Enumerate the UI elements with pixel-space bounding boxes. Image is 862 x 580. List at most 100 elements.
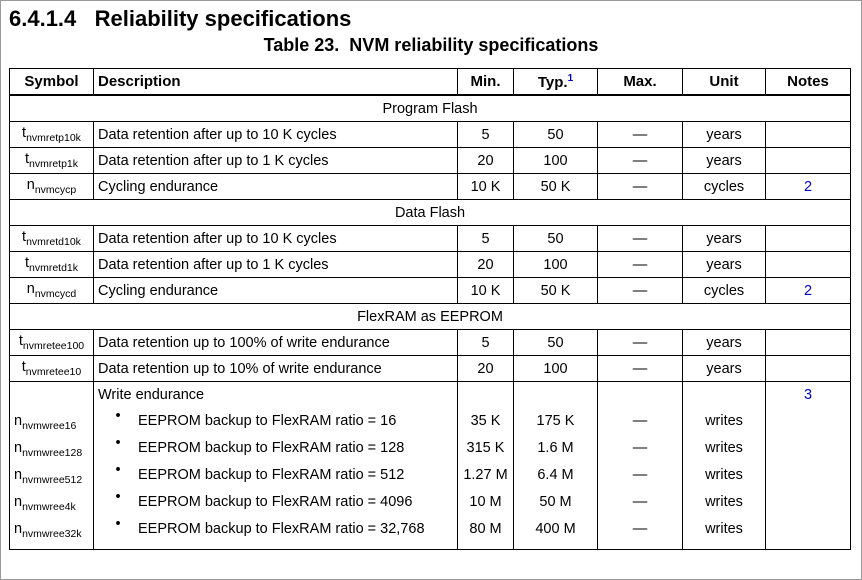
- symbol-sub: nvmcycd: [34, 288, 77, 300]
- cell: writes writes writes writes writes: [682, 381, 766, 550]
- item-text: EEPROM backup to FlexRAM ratio = 16: [138, 413, 397, 429]
- column-header: Typ.1: [513, 68, 598, 96]
- data-row: tnvmretd10k Data retention after up to 10…: [9, 225, 851, 252]
- heading: 6.4.1.4 Reliability specifications: [9, 6, 351, 32]
- data-row: tnvmretp1k Data retention after up to 1 K…: [9, 147, 851, 174]
- value: 315 K: [466, 440, 505, 456]
- value: writes: [705, 440, 743, 456]
- symbol: nnvmcycp: [9, 173, 94, 200]
- heading-title: Reliability specifications: [94, 6, 352, 31]
- value: —: [597, 355, 683, 382]
- symbol: nnvmcycd: [9, 277, 94, 304]
- data-row: tnvmretee10 Data retention up to 10% of w…: [9, 355, 851, 382]
- notes: [765, 251, 851, 278]
- symbol: tnvmretp10k: [9, 121, 94, 148]
- value: —: [597, 147, 683, 174]
- description: Data retention after up to 1 K cycles: [93, 251, 458, 278]
- value: 80 M: [469, 521, 502, 537]
- value: —: [632, 494, 648, 510]
- symbol-sub: nvmwree128: [22, 447, 83, 459]
- notes: [765, 355, 851, 382]
- symbol: nnvmwree512: [14, 462, 89, 489]
- group-spacer: [770, 516, 846, 543]
- symbol-sub: nvmcycp: [34, 184, 77, 196]
- value: 10 K: [457, 173, 514, 200]
- section-row: Data Flash: [9, 199, 851, 226]
- column-header: Notes: [765, 68, 851, 96]
- symbol-sub: nvmretp10k: [26, 132, 81, 144]
- table-title: Table 23. NVM reliability specifications: [263, 35, 599, 55]
- description: Data retention up to 10% of write endura…: [93, 355, 458, 382]
- value: 5: [457, 329, 514, 356]
- group-label: Write endurance: [98, 387, 205, 403]
- note-ref: 3: [803, 387, 813, 403]
- data-row: nnvmcycp Cycling endurance 10 K 50 K — cycles…: [9, 173, 851, 200]
- symbol-sub: nvmretee100: [22, 340, 85, 352]
- symbol-base: n: [26, 281, 35, 297]
- value: 10 K: [457, 277, 514, 304]
- value: 20: [457, 147, 514, 174]
- value: cycles: [682, 173, 766, 200]
- notes: [765, 147, 851, 174]
- bullet-item: • EEPROM backup to FlexRAM ratio = 32,768: [98, 516, 453, 543]
- column-header: Symbol: [9, 68, 94, 96]
- bullet: •: [115, 489, 121, 505]
- column-header: Min.: [457, 68, 514, 96]
- value: 50 K: [513, 277, 598, 304]
- symbol: nnvmwree32k: [14, 516, 89, 543]
- symbol-sub: nvmretp1k: [29, 158, 79, 170]
- section-title: Data Flash: [9, 199, 851, 226]
- value: 50 M: [539, 494, 572, 510]
- symbol: tnvmretee10: [9, 355, 94, 382]
- symbol-base: n: [14, 413, 23, 429]
- value: —: [597, 121, 683, 148]
- symbol: tnvmretee100: [9, 329, 94, 356]
- notes: 2: [765, 277, 851, 304]
- group-spacer: [518, 384, 593, 408]
- cell: Write endurance • EEPROM backup to FlexRAM…: [93, 381, 458, 550]
- column-header: Unit: [682, 68, 766, 96]
- bullet: •: [115, 516, 121, 532]
- item-text: EEPROM backup to FlexRAM ratio = 32,768: [138, 521, 425, 537]
- symbol: nnvmwree4k: [14, 489, 89, 516]
- section-row: Program Flash: [9, 94, 851, 122]
- symbol: tnvmretp1k: [9, 147, 94, 174]
- value: —: [597, 251, 683, 278]
- description: Cycling endurance: [93, 277, 458, 304]
- value: years: [682, 147, 766, 174]
- value: years: [682, 121, 766, 148]
- cell: nnvmwree16 nnvmwree128 nnvmwree512 nnvmwree…: [9, 381, 94, 550]
- value: 50: [513, 329, 598, 356]
- data-row: nnvmcycd Cycling endurance 10 K 50 K — cycles…: [9, 277, 851, 304]
- value: writes: [705, 467, 743, 483]
- symbol-sub: nvmwree16: [22, 420, 77, 432]
- value: —: [597, 277, 683, 304]
- value: 6.4 M: [537, 467, 574, 483]
- value: —: [632, 413, 648, 429]
- value: —: [597, 225, 683, 252]
- description: Data retention after up to 1 K cycles: [93, 147, 458, 174]
- group-spacer: [770, 408, 846, 435]
- value: 50: [513, 121, 598, 148]
- value: —: [632, 521, 648, 537]
- value: cycles: [682, 277, 766, 304]
- item-text: EEPROM backup to FlexRAM ratio = 512: [138, 467, 405, 483]
- cell: 3: [765, 381, 851, 550]
- value: —: [597, 173, 683, 200]
- value: —: [597, 329, 683, 356]
- value: years: [682, 329, 766, 356]
- bullet-item: • EEPROM backup to FlexRAM ratio = 4096: [98, 489, 453, 516]
- symbol-sub: nvmretd10k: [26, 236, 81, 248]
- section-title: FlexRAM as EEPROM: [9, 303, 851, 330]
- symbol-base: n: [26, 177, 35, 193]
- value: —: [632, 467, 648, 483]
- symbol-base: t: [24, 255, 29, 271]
- spec-table: Symbol Description Min. Typ.1 Max. Unit Notes P…: [9, 68, 851, 550]
- group-row: nnvmwree16 nnvmwree128 nnvmwree512 nnvmwree…: [9, 381, 851, 550]
- header-row: Symbol Description Min. Typ.1 Max. Unit Notes: [9, 68, 851, 96]
- data-row: tnvmretp10k Data retention after up to 10…: [9, 121, 851, 148]
- bullet-item: • EEPROM backup to FlexRAM ratio = 16: [98, 408, 453, 435]
- symbol-base: n: [14, 467, 23, 483]
- data-row: tnvmretee100 Data retention up to 100% of…: [9, 329, 851, 356]
- group-spacer: [602, 384, 678, 408]
